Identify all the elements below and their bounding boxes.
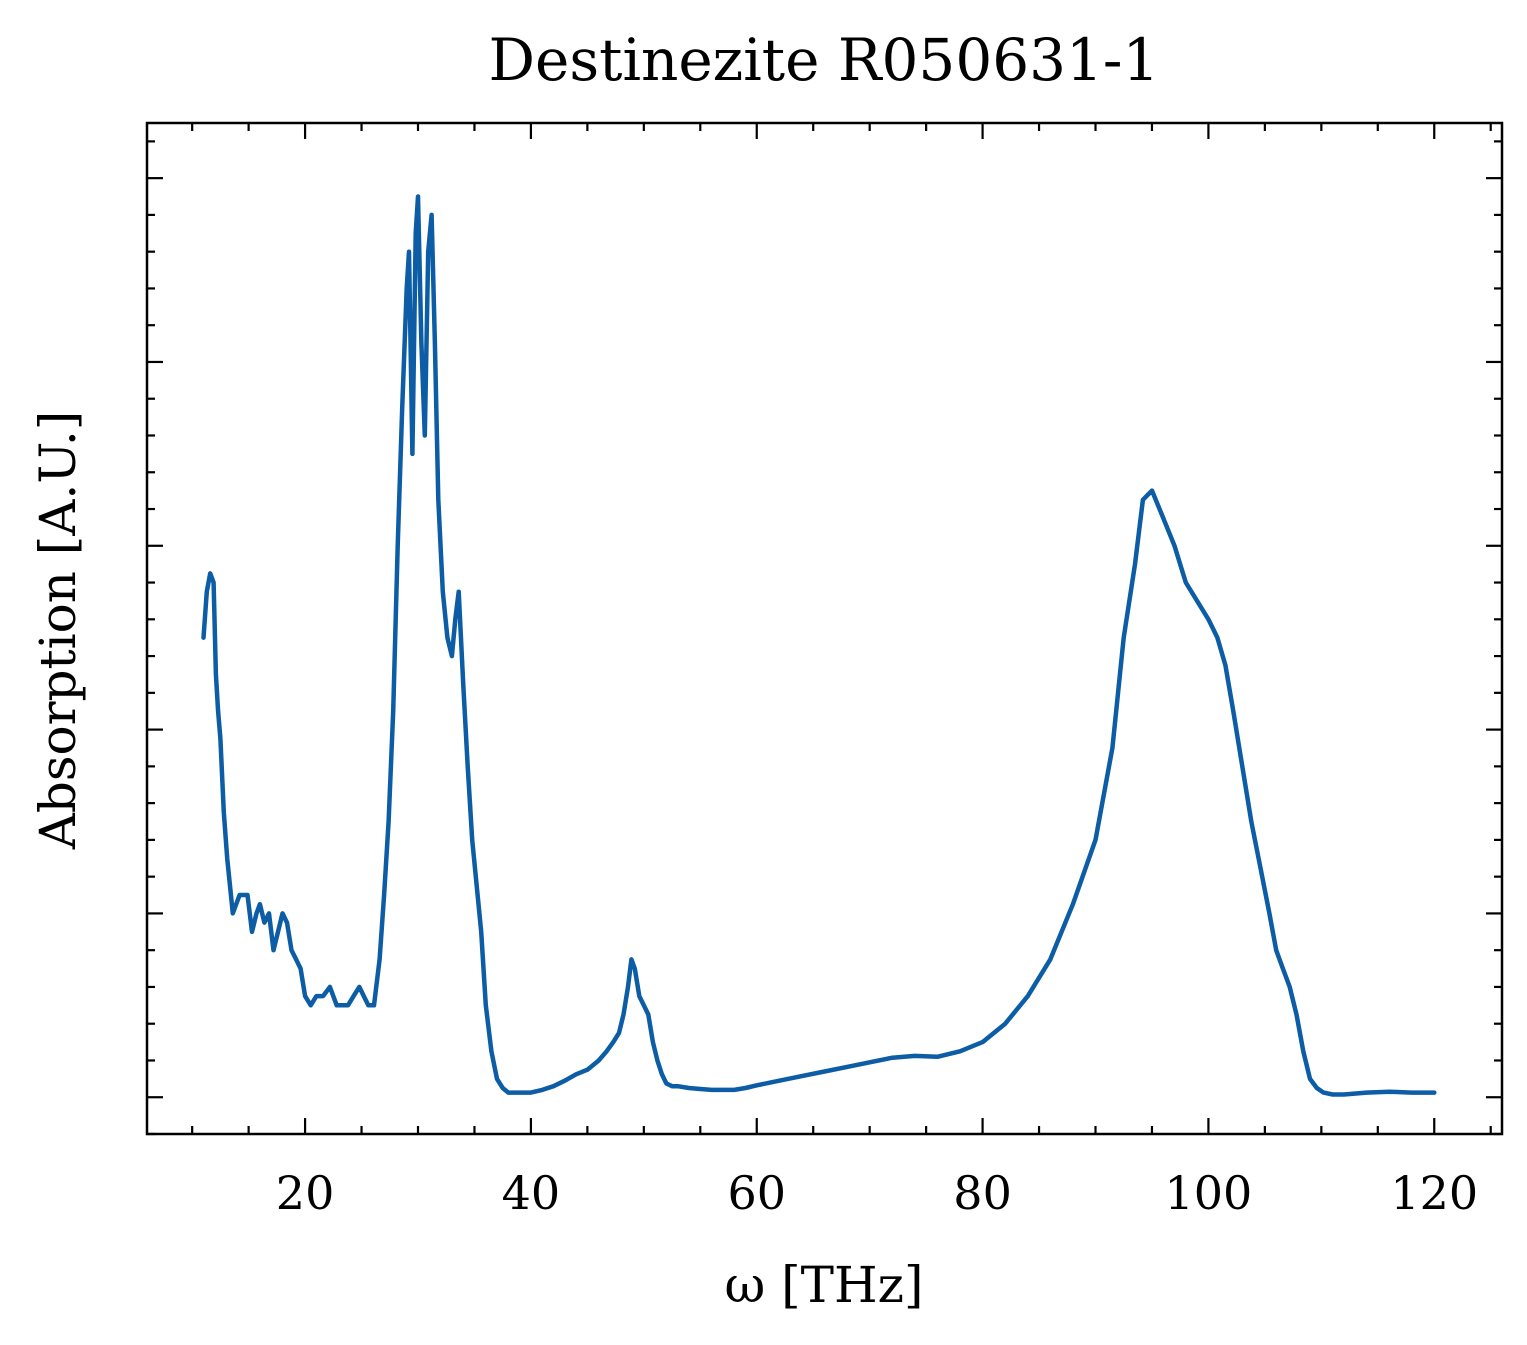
x-axis-label: ω [THz] <box>725 1256 924 1314</box>
x-tick-label: 20 <box>276 1166 335 1220</box>
x-tick-labels: 20 40 60 80 100 120 <box>276 1166 1478 1220</box>
x-tick-label: 80 <box>953 1166 1012 1220</box>
axis-ticks <box>147 123 1502 1136</box>
plot-frame <box>145 121 1504 1136</box>
x-tick-label: 100 <box>1165 1166 1253 1220</box>
x-tick-label: 40 <box>502 1166 561 1220</box>
chart-title: Destinezite R050631-1 <box>489 26 1160 94</box>
x-tick-label: 60 <box>727 1166 786 1220</box>
y-axis-label: Absorption [A.U.] <box>29 411 87 851</box>
series-line <box>201 194 1437 1097</box>
x-tick-label: 120 <box>1390 1166 1478 1220</box>
